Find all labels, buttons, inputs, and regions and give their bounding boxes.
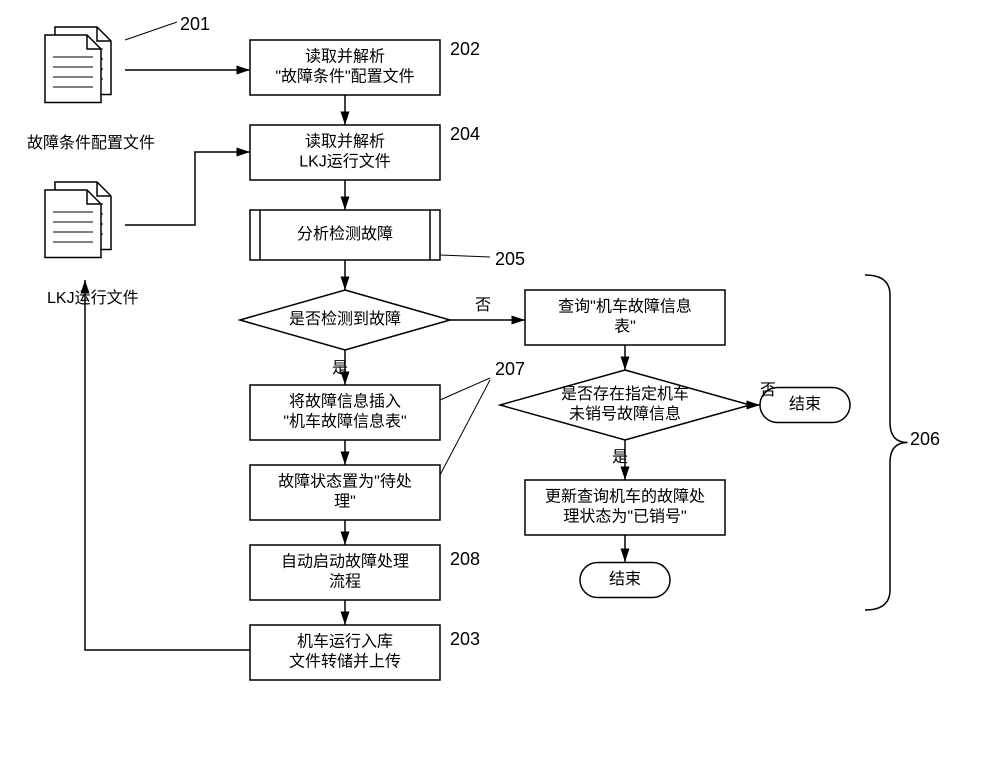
svg-text:是: 是: [332, 360, 348, 377]
svg-text:LKJ运行文件: LKJ运行文件: [47, 289, 139, 307]
svg-text:将故障信息插入: 将故障信息插入: [289, 393, 401, 411]
svg-text:读取并解析: 读取并解析: [305, 48, 385, 66]
svg-text:机车运行入库: 机车运行入库: [297, 633, 393, 651]
svg-text:208: 208: [450, 549, 480, 569]
svg-text:表": 表": [614, 318, 636, 336]
svg-text:是否存在指定机车: 是否存在指定机车: [561, 385, 689, 403]
svg-text:206: 206: [910, 429, 940, 449]
svg-text:结束: 结束: [789, 395, 821, 413]
svg-text:203: 203: [450, 629, 480, 649]
svg-text:文件转储并上传: 文件转储并上传: [289, 653, 401, 671]
svg-text:故障条件配置文件: 故障条件配置文件: [27, 134, 155, 152]
svg-text:读取并解析: 读取并解析: [305, 133, 385, 151]
svg-text:否: 否: [760, 382, 776, 399]
svg-text:自动启动故障处理: 自动启动故障处理: [281, 553, 409, 571]
svg-text:是否检测到故障: 是否检测到故障: [289, 310, 401, 328]
svg-text:故障状态置为"待处: 故障状态置为"待处: [278, 473, 412, 491]
svg-text:204: 204: [450, 124, 480, 144]
svg-text:"故障条件"配置文件: "故障条件"配置文件: [275, 68, 414, 86]
svg-text:否: 否: [475, 297, 491, 314]
svg-text:更新查询机车的故障处: 更新查询机车的故障处: [545, 488, 705, 506]
svg-text:201: 201: [180, 14, 210, 34]
svg-text:查询"机车故障信息: 查询"机车故障信息: [558, 298, 692, 316]
svg-text:结束: 结束: [609, 570, 641, 588]
svg-text:未销号故障信息: 未销号故障信息: [569, 405, 681, 423]
svg-text:理": 理": [334, 494, 356, 511]
svg-text:是: 是: [612, 449, 628, 466]
svg-text:理状态为"已销号": 理状态为"已销号": [563, 508, 686, 526]
svg-text:流程: 流程: [329, 573, 361, 591]
flowchart-diagram: 故障条件配置文件LKJ运行文件读取并解析"故障条件"配置文件读取并解析LKJ运行…: [0, 0, 1000, 774]
svg-text:LKJ运行文件: LKJ运行文件: [299, 153, 391, 171]
svg-text:"机车故障信息表": "机车故障信息表": [283, 413, 406, 431]
svg-text:202: 202: [450, 39, 480, 59]
svg-text:207: 207: [495, 359, 525, 379]
svg-text:205: 205: [495, 249, 525, 269]
svg-text:分析检测故障: 分析检测故障: [297, 225, 393, 243]
